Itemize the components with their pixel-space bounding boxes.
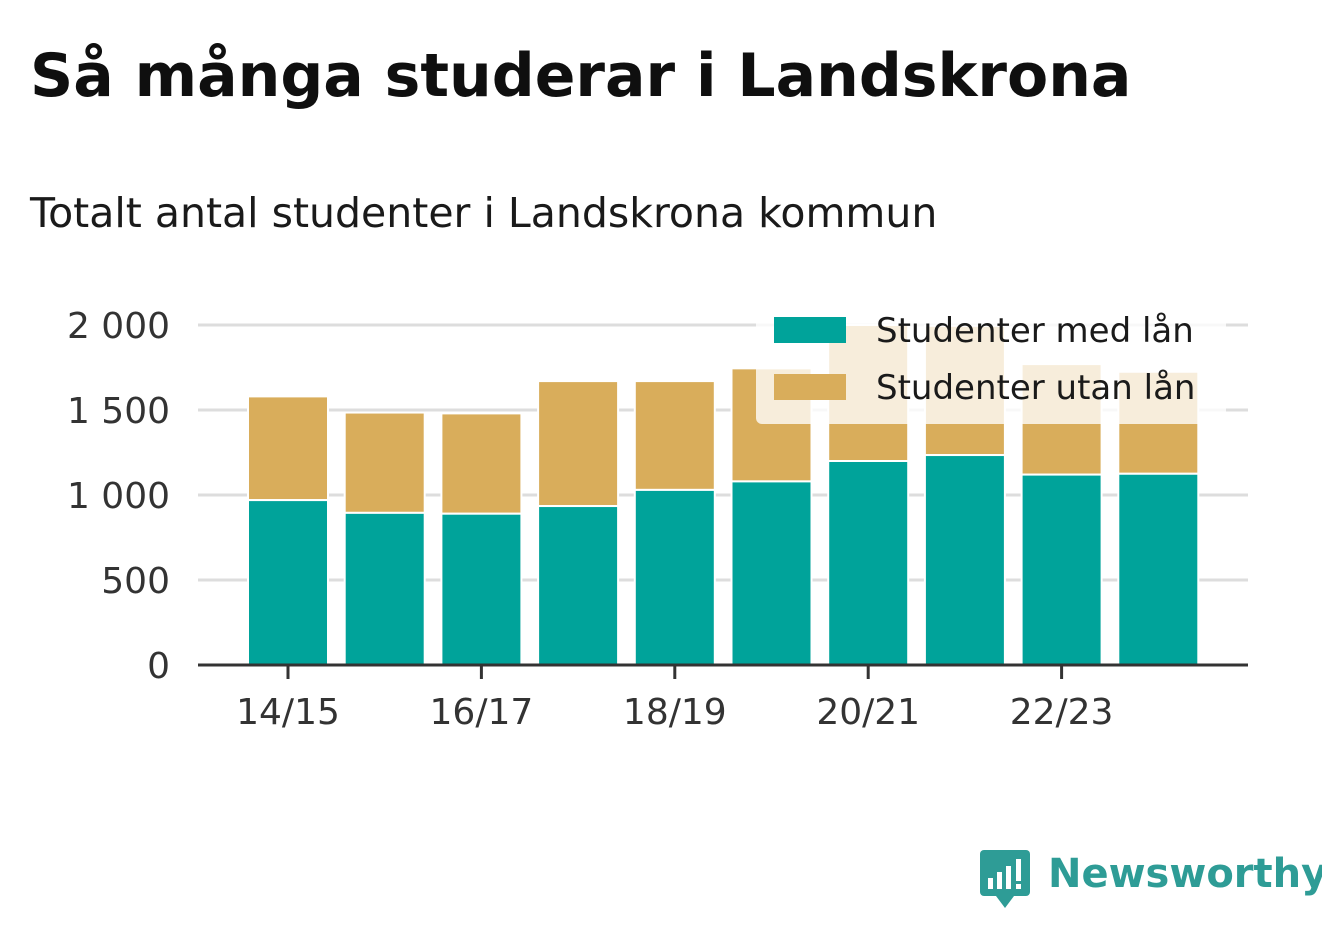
bar-segment-med-lan (633, 488, 716, 666)
bar-segment-med-lan (343, 511, 426, 666)
chart-subtitle: Totalt antal studenter i Landskrona komm… (30, 189, 938, 237)
x-tick-label: 18/19 (623, 692, 727, 733)
x-tick-label: 20/21 (816, 692, 920, 733)
bar-segment-med-lan (923, 454, 1006, 666)
y-tick-label: 2 000 (67, 306, 170, 347)
y-tick-label: 500 (101, 561, 170, 602)
bar-segment-utan-lan (440, 412, 523, 515)
y-tick-label: 1 500 (67, 391, 170, 432)
brand-name: Newsworthy (1048, 851, 1322, 897)
chart-title: Så många studerar i Landskrona (30, 41, 1132, 111)
bar-segment-med-lan (1020, 473, 1103, 666)
bar-segment-utan-lan (343, 411, 426, 514)
newsworthy-logo-icon (980, 850, 1030, 908)
x-tick-label: 16/17 (430, 692, 534, 733)
bar-segment-med-lan (1117, 472, 1200, 666)
bars (247, 324, 1200, 667)
legend-label: Studenter utan lån (876, 368, 1195, 408)
bar-segment-med-lan (247, 499, 329, 666)
y-tick-label: 1 000 (67, 476, 170, 517)
legend: Studenter med lån Studenter utan lån (756, 298, 1226, 424)
y-tick-label: 0 (147, 646, 170, 687)
bar-segment-utan-lan (537, 380, 620, 508)
legend-swatch (774, 374, 846, 400)
bar-segment-med-lan (440, 512, 523, 667)
legend-swatch (774, 317, 846, 343)
newsworthy-logo: Newsworthy (980, 848, 1322, 912)
x-tick-label: 22/23 (1010, 692, 1114, 733)
axes: 0 500 1 000 1 500 2 000 14/15 16/17 18/19 20/21 2… (67, 306, 1248, 733)
bar-segment-med-lan (730, 480, 813, 666)
bar-segment-utan-lan (247, 395, 329, 502)
bar-segment-med-lan (537, 505, 620, 666)
bar-segment-utan-lan (633, 380, 716, 491)
legend-background (756, 298, 1226, 424)
x-tick-label: 14/15 (236, 692, 340, 733)
legend-label: Studenter med lån (876, 311, 1194, 351)
bar-segment-med-lan (827, 460, 910, 666)
